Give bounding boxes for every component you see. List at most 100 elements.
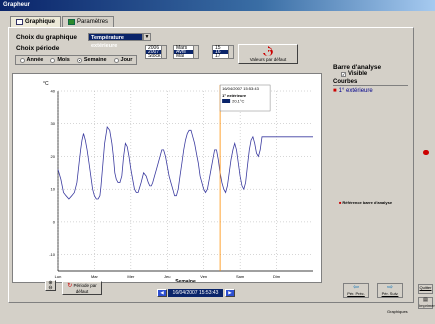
status-label: Graphiques [387,309,408,314]
tab-graphique[interactable]: Graphique [10,16,62,27]
x-axis-label: Semaine [175,279,196,282]
list-item[interactable]: Stock [148,53,161,59]
cursor-series-label: 1° extérieure [222,93,247,98]
default-values-button[interactable]: Valeurs par défaut [238,44,298,64]
zoom-icon: ⊕ ⊖ [48,280,53,291]
x-tick-label: Ven [200,274,207,279]
prev-date-button[interactable]: ◀ [157,289,167,297]
reference-label-row: ■ Référence barre d'analyse [339,200,392,205]
cursor-swatch [222,99,231,103]
zoom-button[interactable]: ⊕ ⊖ [45,280,56,291]
print-label: Imprimer [419,303,435,308]
reset-icon[interactable] [423,150,429,155]
reset-icon: ↻ [67,283,73,289]
reference-icon: ■ [339,200,342,205]
radio-annee-label: Année [26,57,44,63]
printer-icon: ▤ [423,297,428,303]
y-tick-label: 0 [53,219,56,224]
prev-period-button[interactable]: ⇦ Pér. Préc. [343,283,369,298]
list-item[interactable]: 2007 [146,50,166,55]
scrollbar[interactable] [161,46,166,58]
x-tick-label: Dim [273,274,281,279]
radio-mois-label: Mois [57,57,70,63]
radio-dot-icon[interactable] [50,57,56,63]
radio-annee[interactable]: Année [19,57,44,63]
x-tick-label: Sam [236,274,245,279]
reset-period-button[interactable]: ↻ Période par défaut [62,281,102,295]
next-period-button[interactable]: ⇨ Pér. Suiv. [377,283,403,298]
chart-choice-value: Température extérieure [91,35,124,49]
list-item[interactable]: 17 [215,53,221,59]
reference-label: Référence barre d'analyse [342,200,393,205]
visible-label: Visible [348,71,368,77]
list-item[interactable]: 16 [213,50,233,55]
x-tick-label: Mer [127,274,135,279]
radio-semaine[interactable]: Semaine [76,57,107,63]
settings-icon [68,19,76,25]
chevron-down-icon[interactable]: ▼ [143,33,151,41]
y-tick-label: 20 [51,154,56,159]
visible-checkbox[interactable]: ✓ Visible [341,71,408,77]
radio-dot-icon[interactable] [113,57,119,63]
month-list[interactable]: Mars Avril Mai [173,45,199,59]
date-field[interactable]: 16/04/2007 15:53:43 [168,289,223,297]
list-item[interactable]: Mars [176,45,188,51]
year-list[interactable]: 2006 2007 Stock [145,45,167,59]
radio-jour-label: Jour [120,57,133,63]
chart-frame: 40 30 20 10 0 -10 °C Lun Mar Mer Jeu Ven Sam Dim Semai… [12,73,322,285]
y-tick-label: 30 [51,121,56,126]
list-item[interactable]: Mai [176,53,185,59]
next-period-label: Pér. Suiv. [381,291,399,296]
radio-mois[interactable]: Mois [50,57,70,63]
y-tick-label: 10 [51,187,56,192]
chevron-right-icon: ▶ [228,290,232,295]
curve-list-item[interactable]: ■ 1° extérieure [333,88,408,94]
window-title: Grapheur [0,0,435,11]
analysis-panel: Barre d'analyse ✓ Visible Courbes ■ 1° e… [333,64,408,94]
radio-jour[interactable]: Jour [113,57,133,63]
curves-header: Courbes [333,79,408,86]
main-panel [8,27,414,303]
temperature-chart: 40 30 20 10 0 -10 °C Lun Mar Mer Jeu Ven Sam Dim Semai… [43,81,313,285]
y-axis-label: °C [43,81,49,87]
tab-graphique-label: Graphique [25,19,56,25]
chart-choice-label: Choix du graphique [16,34,78,41]
chart-icon [16,19,23,25]
period-label: Choix période [16,45,60,52]
chart-choice-select[interactable]: Température extérieure ▼ [88,33,151,49]
check-icon[interactable]: ✓ [341,71,346,77]
radio-dot-icon[interactable] [76,57,82,63]
quit-button[interactable]: Quitter [418,284,433,294]
cursor-tooltip [219,84,271,112]
list-item[interactable]: 2006 [148,45,160,51]
tab-parametres-label: Paramètres [77,19,109,25]
reset-icon [263,46,273,56]
reset-period-label: Période par défaut [73,283,97,294]
series-line-1° extérieure [57,126,313,200]
y-tick-label: -10 [49,252,56,257]
radio-semaine-label: Semaine [83,57,107,63]
analysis-header: Barre d'analyse [333,64,382,71]
x-tick-label: Mar [91,274,99,279]
radio-dot-icon[interactable] [19,57,25,63]
arrow-right-icon: ⇨ [387,284,393,291]
list-item[interactable]: 15 [215,45,221,51]
x-tick-label: Jeu [164,274,170,279]
list-item[interactable]: Avril [174,50,198,55]
day-list[interactable]: 15 16 17 [212,45,234,59]
x-tick-label: Lun [55,274,62,279]
period-radio-group: Année Mois Semaine Jour [15,55,137,65]
cursor-value: 20,1°C [232,99,244,104]
curve-item-label: 1° extérieure [338,88,373,94]
cursor-timestamp: 16/04/2007 15:53:43 [222,86,259,91]
tab-parametres[interactable]: Paramètres [62,16,115,27]
scrollbar[interactable] [228,46,233,58]
y-tick-label: 40 [51,89,56,94]
quit-label: Quitter [419,285,432,290]
print-button[interactable]: ▤ Imprimer [418,297,435,309]
default-values-label: Valeurs par défaut [249,57,287,62]
scrollbar[interactable] [193,46,198,58]
curve-color-icon: ■ [333,88,337,94]
tab-bar: Graphique Paramètres [10,16,115,27]
next-date-button[interactable]: ▶ [225,289,235,297]
